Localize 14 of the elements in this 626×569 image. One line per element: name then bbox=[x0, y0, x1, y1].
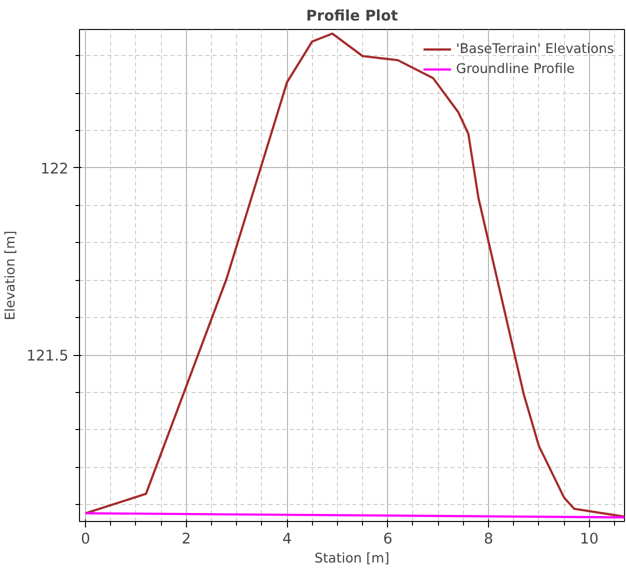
legend-label: 'BaseTerrain' Elevations bbox=[456, 42, 614, 56]
line-series bbox=[84, 32, 624, 518]
x-tick-label: 10 bbox=[580, 530, 599, 548]
x-tick-label: 0 bbox=[80, 530, 90, 548]
chart-title: Profile Plot bbox=[306, 8, 398, 24]
x-tick-label: 2 bbox=[182, 530, 191, 548]
legend-label: Groundline Profile bbox=[456, 62, 575, 76]
y-tick-label: 121.5 bbox=[26, 348, 69, 365]
x-tick-label: 8 bbox=[484, 530, 494, 548]
x-tick-label: 4 bbox=[282, 530, 292, 548]
y-axis-title: Elevation [m] bbox=[4, 230, 19, 320]
x-axis-title: Station [m] bbox=[314, 552, 390, 566]
x-tick-label: 6 bbox=[383, 530, 392, 548]
y-tick-label: 122 bbox=[40, 160, 69, 178]
